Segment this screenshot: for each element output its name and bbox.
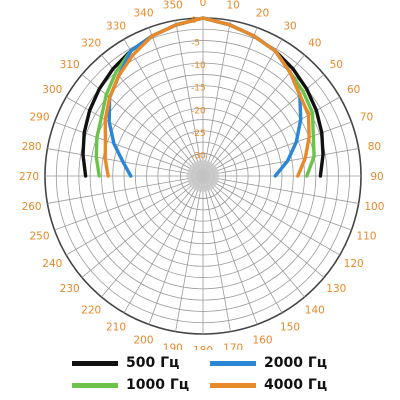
grid-spoke xyxy=(202,175,359,204)
grid-spoke xyxy=(54,175,204,231)
grid-spoke xyxy=(202,54,305,177)
legend-item-2000: 2000 Гц xyxy=(210,354,327,372)
legend-item-1000: 1000 Гц xyxy=(72,376,189,394)
angle-label: 70 xyxy=(360,112,373,124)
grid-spoke xyxy=(54,121,204,177)
grid-spoke xyxy=(202,175,231,332)
angle-label: 350 xyxy=(163,0,183,12)
grid-spoke xyxy=(202,38,283,177)
angle-label: 100 xyxy=(364,201,384,213)
grid-spoke xyxy=(175,20,204,177)
grid-spoke xyxy=(65,175,204,256)
grid-spoke xyxy=(175,175,204,332)
grid-spoke xyxy=(47,175,204,204)
angle-label: 30 xyxy=(283,20,296,32)
angle-label: 150 xyxy=(280,322,300,334)
legend-swatch-2000 xyxy=(210,360,256,366)
legend-label-1000: 1000 Гц xyxy=(126,377,190,393)
angle-label: 40 xyxy=(308,38,321,50)
angle-label: 110 xyxy=(356,231,376,243)
angle-label: 290 xyxy=(29,112,49,124)
angle-label: 310 xyxy=(60,59,80,71)
grid-spoke xyxy=(148,175,204,325)
angle-label: 210 xyxy=(106,322,126,334)
grid-spoke xyxy=(202,175,325,278)
angle-label: 90 xyxy=(370,171,383,183)
radial-tick-label: -25 xyxy=(191,129,206,139)
series-line-3 xyxy=(103,16,311,178)
angle-label: 250 xyxy=(29,231,49,243)
legend-item-500: 500 Гц xyxy=(72,354,179,372)
angle-label: 170 xyxy=(223,342,243,350)
center-hub xyxy=(187,160,219,192)
legend-label-500: 500 Гц xyxy=(126,355,180,371)
grid-spoke xyxy=(148,27,204,177)
radial-tick-label: -15 xyxy=(191,84,206,94)
radial-tick-label: -10 xyxy=(191,61,206,71)
polar-chart: 0 -5 -10 -15 -20 -25 -30 0 10 20 30 40 50 60 70 80 90 10… xyxy=(19,0,384,350)
legend-label-2000: 2000 Гц xyxy=(264,355,328,371)
grid-spoke xyxy=(101,175,204,298)
angle-label: 280 xyxy=(22,141,42,153)
angle-label: 230 xyxy=(60,283,80,295)
radial-tick-labels: 0 -5 -10 -15 -20 -25 -30 xyxy=(191,16,206,161)
center-hub-circle xyxy=(187,160,219,192)
angle-label: 340 xyxy=(133,8,153,20)
grid-spoke xyxy=(202,20,231,177)
legend-label-4000: 4000 Гц xyxy=(264,377,328,393)
angle-label: 320 xyxy=(81,38,101,50)
angle-label: 20 xyxy=(256,8,269,20)
grid-spoke xyxy=(202,175,341,256)
angle-label: 300 xyxy=(42,84,62,96)
angle-label: 60 xyxy=(347,84,360,96)
grid-spoke xyxy=(202,148,359,177)
grid-spoke xyxy=(202,175,283,314)
angle-label: 50 xyxy=(330,59,343,71)
angle-label: 80 xyxy=(368,141,381,153)
radial-tick-label: -20 xyxy=(191,106,206,116)
angle-label: 120 xyxy=(344,258,364,270)
legend-swatch-500 xyxy=(72,360,118,366)
angle-label: 330 xyxy=(106,20,126,32)
angle-label: 10 xyxy=(227,0,240,12)
angle-label: 270 xyxy=(19,171,39,183)
grid-spoke xyxy=(123,38,204,177)
radial-tick-label: 0 xyxy=(191,16,197,26)
angle-label: 0 xyxy=(200,0,207,9)
grid-spoke xyxy=(47,148,204,177)
angle-label: 200 xyxy=(133,335,153,347)
angle-label: 140 xyxy=(305,304,325,316)
radial-tick-label: -30 xyxy=(191,151,206,161)
grid-spoke xyxy=(202,175,305,298)
grid-spoke xyxy=(202,175,352,231)
grid-spoke xyxy=(81,74,204,177)
angle-label: 240 xyxy=(42,258,62,270)
polar-grid xyxy=(44,17,362,335)
angle-label: 160 xyxy=(252,335,272,347)
angle-label: 190 xyxy=(163,342,183,350)
grid-spoke xyxy=(81,175,204,278)
legend: 500 Гц 2000 Гц 1000 Гц 4000 Гц xyxy=(0,350,400,400)
legend-swatch-1000 xyxy=(72,382,118,388)
grid-spoke xyxy=(202,121,352,177)
angle-label: 180 xyxy=(193,345,213,350)
legend-swatch-4000 xyxy=(210,382,256,388)
grid-spoke xyxy=(202,175,258,325)
series-group xyxy=(81,16,325,178)
legend-item-4000: 4000 Гц xyxy=(210,376,327,394)
grid-spoke xyxy=(123,175,204,314)
angle-label: 260 xyxy=(22,201,42,213)
angle-label: 220 xyxy=(81,304,101,316)
angle-label: 130 xyxy=(326,283,346,295)
radial-tick-label: -5 xyxy=(191,39,200,49)
grid-spoke xyxy=(202,27,258,177)
